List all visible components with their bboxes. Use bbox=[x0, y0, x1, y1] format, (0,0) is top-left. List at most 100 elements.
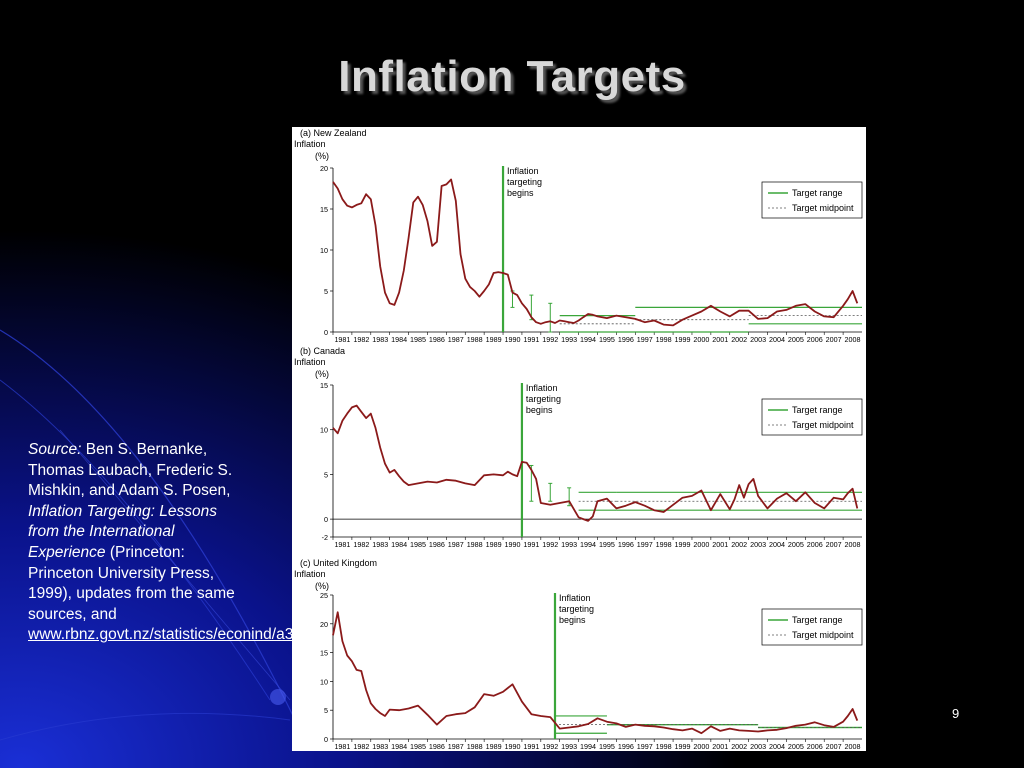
x-tick-label: 1988 bbox=[467, 742, 483, 751]
x-tick-label: 1994 bbox=[580, 742, 596, 751]
x-tick-label: 1989 bbox=[486, 742, 502, 751]
x-tick-label: 1989 bbox=[486, 540, 502, 549]
y-tick-label: -2 bbox=[322, 533, 328, 542]
x-tick-label: 1981 bbox=[334, 742, 350, 751]
targeting-annotation: Inflation bbox=[526, 383, 558, 393]
y-axis-unit: (%) bbox=[315, 151, 329, 161]
source-label: Source: bbox=[28, 441, 82, 458]
x-tick-label: 2002 bbox=[731, 742, 747, 751]
x-tick-label: 1990 bbox=[504, 742, 520, 751]
inflation-series-line bbox=[332, 611, 859, 735]
source-link[interactable]: www.rbnz.govt.nz/statistics/econind/a3/h… bbox=[28, 626, 347, 644]
x-tick-label: 1991 bbox=[523, 742, 539, 751]
targeting-annotation: Inflation bbox=[559, 593, 591, 603]
x-tick-label: 1982 bbox=[353, 335, 369, 344]
x-tick-label: 2007 bbox=[826, 540, 842, 549]
y-tick-label: 10 bbox=[320, 426, 328, 435]
x-tick-label: 2001 bbox=[712, 540, 728, 549]
x-tick-label: 1998 bbox=[656, 335, 672, 344]
x-tick-label: 1987 bbox=[448, 335, 464, 344]
legend-label-target-range: Target range bbox=[792, 405, 843, 415]
chart-panel-3: (c) United KingdomInflation(%)0510152025… bbox=[294, 558, 863, 751]
x-tick-label: 1996 bbox=[618, 540, 634, 549]
x-tick-label: 1997 bbox=[637, 742, 653, 751]
y-tick-label: 10 bbox=[320, 246, 328, 255]
x-tick-label: 2000 bbox=[693, 540, 709, 549]
y-tick-label: 25 bbox=[320, 591, 328, 600]
y-tick-label: 15 bbox=[320, 649, 328, 658]
y-tick-label: 0 bbox=[324, 328, 328, 337]
x-tick-label: 2003 bbox=[750, 335, 766, 344]
x-tick-label: 2008 bbox=[845, 742, 861, 751]
slide-title: Inflation Targets bbox=[338, 52, 686, 101]
x-tick-label: 2007 bbox=[826, 335, 842, 344]
x-tick-label: 2004 bbox=[769, 540, 785, 549]
x-tick-label: 1992 bbox=[542, 540, 558, 549]
x-tick-label: 2005 bbox=[788, 540, 804, 549]
x-tick-label: 1991 bbox=[523, 540, 539, 549]
x-tick-label: 1996 bbox=[618, 742, 634, 751]
x-tick-label: 2005 bbox=[788, 742, 804, 751]
y-tick-label: 10 bbox=[320, 677, 328, 686]
x-tick-label: 1999 bbox=[675, 742, 691, 751]
targeting-annotation: targeting bbox=[526, 394, 561, 404]
y-tick-label: 5 bbox=[324, 470, 328, 479]
legend-label-target-range: Target range bbox=[792, 188, 843, 198]
y-tick-label: 5 bbox=[324, 706, 328, 715]
panel-title: (c) United Kingdom bbox=[300, 558, 377, 568]
targeting-annotation: begins bbox=[559, 615, 586, 625]
source-book-title: Inflation Targeting: Lessons from the In… bbox=[28, 502, 217, 561]
x-tick-label: 1983 bbox=[372, 335, 388, 344]
x-tick-label: 1988 bbox=[467, 335, 483, 344]
x-tick-label: 2002 bbox=[731, 540, 747, 549]
x-tick-label: 2001 bbox=[712, 335, 728, 344]
x-tick-label: 1996 bbox=[618, 335, 634, 344]
x-tick-label: 1986 bbox=[429, 335, 445, 344]
x-tick-label: 1983 bbox=[372, 742, 388, 751]
x-tick-label: 2008 bbox=[845, 540, 861, 549]
x-tick-label: 2002 bbox=[731, 335, 747, 344]
y-axis-label: Inflation bbox=[294, 139, 326, 149]
x-tick-label: 1994 bbox=[580, 540, 596, 549]
y-axis-label: Inflation bbox=[294, 569, 326, 579]
x-tick-label: 1984 bbox=[391, 742, 407, 751]
inflation-figure: (a) New Zealand Inflation (%) 0 5 10 15 20 1981 1… bbox=[292, 127, 866, 751]
x-tick-label: 1984 bbox=[391, 335, 407, 344]
x-tick-label: 1986 bbox=[429, 540, 445, 549]
x-tick-label: 2007 bbox=[826, 742, 842, 751]
page-number: 9 bbox=[952, 706, 960, 721]
x-tick-label: 1990 bbox=[504, 540, 520, 549]
x-tick-label: 1982 bbox=[353, 742, 369, 751]
x-tick-label: 1986 bbox=[429, 742, 445, 751]
x-tick-label: 1984 bbox=[391, 540, 407, 549]
x-tick-label: 1990 bbox=[504, 335, 520, 344]
x-tick-label: 2006 bbox=[807, 540, 823, 549]
targeting-annotation: Inflation bbox=[507, 166, 539, 176]
x-tick-label: 1988 bbox=[467, 540, 483, 549]
x-tick-label: 1993 bbox=[561, 335, 577, 344]
x-tick-label: 2005 bbox=[788, 335, 804, 344]
x-tick-label: 1992 bbox=[542, 742, 558, 751]
targeting-annotation: begins bbox=[507, 188, 534, 198]
x-tick-label: 1981 bbox=[334, 540, 350, 549]
legend-label-target-midpoint: Target midpoint bbox=[792, 630, 854, 640]
x-tick-label: 2008 bbox=[845, 335, 861, 344]
x-tick-label: 1997 bbox=[637, 335, 653, 344]
x-tick-label: 1998 bbox=[656, 742, 672, 751]
legend-box bbox=[761, 181, 863, 219]
x-tick-label: 2004 bbox=[769, 742, 785, 751]
y-tick-label: 15 bbox=[320, 205, 328, 214]
x-tick-label: 1992 bbox=[542, 335, 558, 344]
x-tick-label: 2000 bbox=[693, 335, 709, 344]
x-tick-label: 2006 bbox=[807, 742, 823, 751]
targeting-annotation: targeting bbox=[559, 604, 594, 614]
source-publisher: (Princeton: Princeton University Press, … bbox=[28, 543, 235, 623]
y-axis-unit: (%) bbox=[315, 369, 329, 379]
x-tick-label: 1991 bbox=[523, 335, 539, 344]
y-tick-label: 15 bbox=[320, 381, 328, 390]
legend-label-target-range: Target range bbox=[792, 615, 843, 625]
targeting-annotation: begins bbox=[526, 405, 553, 415]
x-tick-label: 2004 bbox=[769, 335, 785, 344]
